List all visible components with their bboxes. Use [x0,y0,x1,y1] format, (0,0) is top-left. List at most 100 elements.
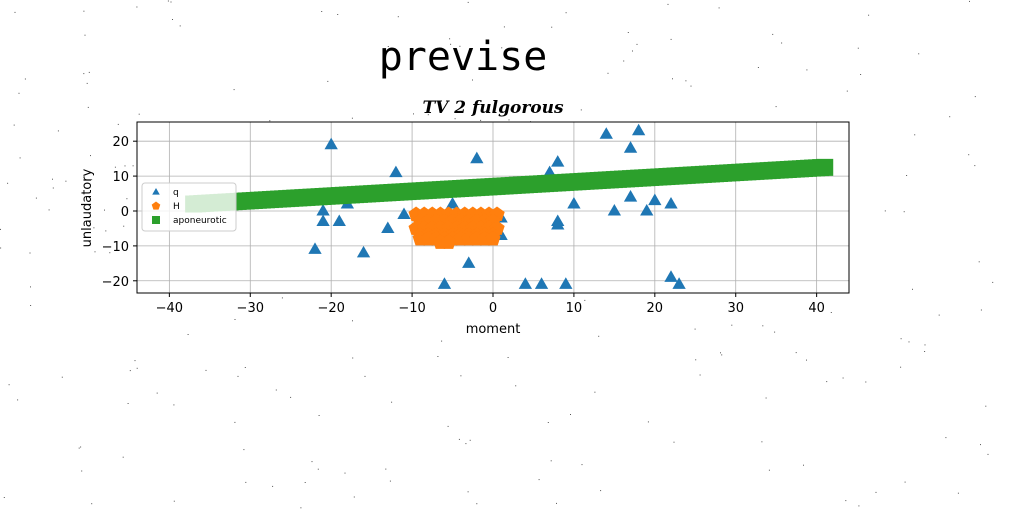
noise-dot [437,356,438,357]
x-ticks: −40 −30 −20 −10 0 10 20 30 40 [156,293,825,316]
y-tick-label: 20 [112,135,129,150]
noise-dot [566,12,567,13]
noise-dot [319,415,320,416]
noise-dot [468,491,469,492]
noise-dot [9,384,10,385]
noise-dot [413,113,414,114]
noise-dot [860,74,861,75]
noise-dot [949,116,950,117]
noise-dot [49,209,50,210]
noise-dot [157,393,158,394]
noise-dot [691,86,692,87]
noise-dot [909,341,910,342]
noise-dot [137,368,138,369]
noise-dot [245,367,246,368]
noise-dot [87,83,88,84]
noise-dot [776,106,777,107]
noise-dot [89,72,90,73]
noise-dot [979,261,980,262]
noise-dot [105,230,106,231]
noise-dot [806,360,807,361]
noise-dot [91,503,92,504]
noise-dot [465,443,466,444]
noise-dot [398,16,399,17]
x-axis-label: moment [466,322,521,337]
noise-dot [628,32,629,33]
y-tick-label: −10 [102,240,129,255]
noise-dot [15,12,16,13]
noise-dot [62,377,63,378]
noise-dot [390,481,391,482]
noise-dot [551,27,552,28]
y-tick-label: −20 [102,275,129,290]
noise-dot [245,482,246,483]
noise-dot [53,188,54,189]
y-tick-label: 0 [121,205,129,220]
noise-dot [318,469,319,470]
legend: qHaponeurotic [142,183,236,231]
noise-dot [30,286,31,287]
noise-dot [969,1,970,2]
noise-dot [95,251,96,252]
legend-label: H [173,202,180,212]
noise-dot [774,332,775,333]
noise-dot [556,503,557,504]
noise-dot [282,297,283,298]
noise-dot [79,448,80,449]
noise-dot [81,471,82,472]
noise-dot [508,357,509,358]
noise-dot [831,312,832,313]
noise-dot [83,11,84,12]
noise-dot [123,457,124,458]
noise-dot [781,43,782,44]
noise-dot [868,15,869,16]
noise-dot [548,422,549,423]
noise-dot [139,114,140,115]
noise-dot [914,134,915,135]
noise-dot [88,107,89,108]
noise-dot [468,2,469,3]
noise-dot [276,390,277,391]
noise-dot [327,81,328,82]
noise-dot [912,289,913,290]
noise-dot [885,210,886,211]
noise-dot [365,376,366,377]
plot-area [137,122,849,293]
noise-dot [441,341,442,342]
x-tick-label: −40 [156,301,183,316]
noise-dot [975,96,976,97]
noise-dot [104,210,105,211]
noise-dot [269,120,270,121]
noise-dot [460,375,461,376]
noise-dot [901,338,902,339]
noise-dot [352,118,353,119]
noise-dot [847,91,848,92]
axes-title: TV 2 fulgorous [422,98,564,118]
noise-dot [843,378,844,379]
x-tick-label: −20 [317,301,344,316]
square-point [816,159,833,176]
noise-dot [455,118,456,119]
noise-dot [731,325,732,326]
noise-dot [85,35,86,36]
noise-dot [337,14,338,15]
noise-dot [766,398,767,399]
noise-dot [128,403,129,404]
x-tick-label: 0 [489,301,497,316]
noise-dot [0,248,1,249]
noise-dot [234,89,235,90]
noise-dot [668,4,669,5]
noise-dot [476,503,477,504]
noise-dot [115,167,116,168]
noise-dot [539,479,540,480]
noise-dot [865,382,866,383]
noise-dot [845,500,846,501]
noise-dot [905,482,906,483]
noise-dot [570,414,571,415]
noise-dot [918,53,919,54]
noise-dot [700,375,701,376]
noise-dot [858,505,859,506]
noise-dot [58,130,59,131]
noise-dot [290,397,291,398]
